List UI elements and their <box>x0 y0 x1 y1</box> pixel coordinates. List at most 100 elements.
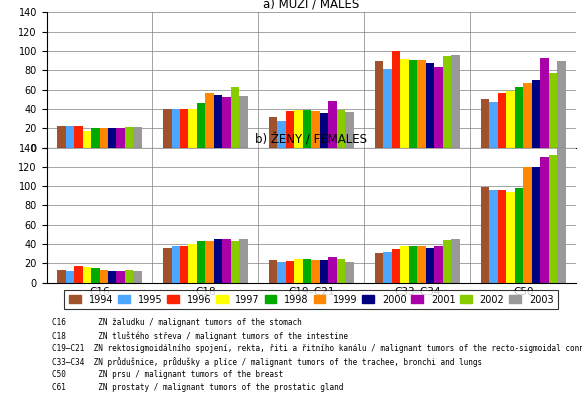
Bar <box>498 93 506 147</box>
Bar <box>400 246 409 282</box>
Bar <box>172 109 180 147</box>
Bar <box>83 131 91 147</box>
Bar <box>125 127 133 147</box>
Bar <box>125 270 133 282</box>
Bar <box>426 248 434 282</box>
Bar <box>506 90 514 147</box>
Bar <box>557 147 566 282</box>
Bar <box>540 157 549 282</box>
Bar <box>311 261 320 282</box>
Bar <box>481 187 489 282</box>
Bar <box>172 246 180 282</box>
Bar <box>328 101 337 147</box>
Bar <box>532 80 540 147</box>
Bar <box>278 262 286 282</box>
Bar <box>66 271 74 282</box>
Bar <box>294 259 303 282</box>
Bar <box>197 103 205 147</box>
Bar <box>557 61 566 147</box>
Bar <box>375 253 384 282</box>
Bar <box>451 55 460 147</box>
Bar <box>328 256 337 282</box>
Bar <box>205 93 214 147</box>
Bar <box>434 67 443 147</box>
Bar <box>108 271 116 282</box>
Bar <box>163 109 172 147</box>
Bar <box>506 192 514 282</box>
Bar <box>57 270 66 282</box>
Bar <box>443 240 451 282</box>
Title: a) MUŽI / MALES: a) MUŽI / MALES <box>263 0 360 11</box>
Bar <box>523 83 532 147</box>
Bar <box>269 261 278 282</box>
Bar <box>231 241 239 282</box>
Bar <box>400 59 409 147</box>
Bar <box>489 190 498 282</box>
Bar <box>514 87 523 147</box>
Bar <box>133 271 142 282</box>
Bar <box>197 241 205 282</box>
Bar <box>214 239 222 282</box>
Bar <box>392 249 400 282</box>
Bar <box>163 248 172 282</box>
Bar <box>222 97 231 147</box>
Bar <box>417 60 426 147</box>
Bar <box>269 116 278 147</box>
Bar <box>337 259 345 282</box>
Bar <box>311 111 320 147</box>
Bar <box>320 113 328 147</box>
Bar <box>74 266 83 282</box>
Bar <box>108 128 116 147</box>
Bar <box>239 239 248 282</box>
Bar <box>100 270 108 282</box>
Bar <box>320 261 328 282</box>
Bar <box>66 126 74 147</box>
Bar <box>222 239 231 282</box>
Bar <box>337 110 345 147</box>
Bar <box>286 261 294 282</box>
Bar <box>189 109 197 147</box>
Bar <box>514 188 523 282</box>
Bar <box>409 246 417 282</box>
Bar <box>83 267 91 282</box>
Bar <box>417 246 426 282</box>
Bar <box>278 121 286 147</box>
Bar <box>91 128 100 147</box>
Bar <box>189 244 197 282</box>
Text: C16       ZN žaludku / malignant tumors of the stomach
C18       ZN tluštého stř: C16 ZN žaludku / malignant tumors of the… <box>52 318 582 392</box>
Bar <box>384 69 392 147</box>
Bar <box>100 128 108 147</box>
Bar <box>74 126 83 147</box>
Bar <box>549 73 557 147</box>
Bar <box>214 95 222 147</box>
Bar <box>231 87 239 147</box>
Bar <box>451 239 460 282</box>
Bar <box>481 99 489 147</box>
Bar <box>57 126 66 147</box>
Title: b) ŽENY / FEMALES: b) ŽENY / FEMALES <box>255 133 367 146</box>
Bar <box>116 271 125 282</box>
Bar <box>91 268 100 282</box>
Bar <box>489 102 498 147</box>
Bar <box>443 56 451 147</box>
Bar <box>116 128 125 147</box>
Bar <box>498 190 506 282</box>
Bar <box>345 112 354 147</box>
Bar <box>523 167 532 282</box>
Bar <box>549 155 557 282</box>
Bar <box>375 61 384 147</box>
Bar <box>540 58 549 147</box>
Bar <box>426 63 434 147</box>
Bar <box>434 246 443 282</box>
Bar <box>180 246 189 282</box>
Bar <box>392 51 400 147</box>
Bar <box>409 60 417 147</box>
Bar <box>205 241 214 282</box>
Bar <box>294 110 303 147</box>
Bar <box>303 110 311 147</box>
Bar <box>180 109 189 147</box>
Bar <box>286 111 294 147</box>
Bar <box>239 96 248 147</box>
Legend: 1994, 1995, 1996, 1997, 1998, 1999, 2000, 2001, 2002, 2003: 1994, 1995, 1996, 1997, 1998, 1999, 2000… <box>65 290 558 309</box>
Bar <box>532 167 540 282</box>
